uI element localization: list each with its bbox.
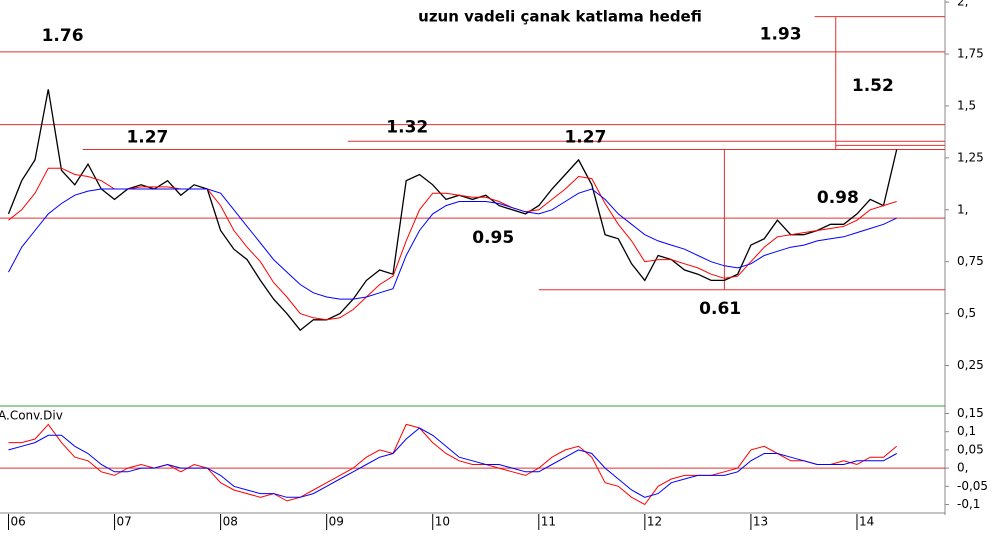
y-tick-label: 2, bbox=[957, 0, 968, 9]
series-line bbox=[8, 188, 897, 300]
annotation: 0.61 bbox=[699, 299, 741, 319]
x-tick-label: 14 bbox=[859, 515, 874, 529]
y-tick-label: 0,5 bbox=[957, 306, 976, 320]
x-tick-label: 11 bbox=[541, 515, 556, 529]
annotation: 1.27 bbox=[126, 128, 168, 148]
annotation: 1.76 bbox=[42, 26, 84, 46]
x-tick-label: 09 bbox=[329, 515, 344, 529]
y-tick-label: 0,75 bbox=[957, 254, 984, 268]
y-tick-label: 0, bbox=[957, 461, 968, 475]
x-tick-label: 13 bbox=[753, 515, 768, 529]
y-tick-label: 1,5 bbox=[957, 98, 976, 112]
annotation: 0.95 bbox=[472, 228, 514, 248]
chart-title: uzun vadeli çanak katlama hedefi bbox=[418, 8, 702, 26]
annotation: 1.27 bbox=[564, 128, 606, 148]
annotation: 1.32 bbox=[386, 117, 428, 137]
x-tick-label: 07 bbox=[117, 515, 132, 529]
y-tick-label: 0,1 bbox=[957, 424, 976, 438]
annotation: 1.93 bbox=[760, 25, 802, 45]
y-tick-label: 0,25 bbox=[957, 358, 984, 372]
y-tick-label: 1,75 bbox=[957, 47, 984, 61]
y-tick-label: 0,05 bbox=[957, 442, 984, 456]
panel-title: A.Conv.Div bbox=[0, 409, 63, 423]
y-tick-label: 1,25 bbox=[957, 150, 984, 164]
series-line bbox=[7, 89, 898, 332]
y-tick-label: 1, bbox=[957, 202, 968, 216]
x-tick-label: 12 bbox=[647, 515, 662, 529]
annotation: 1.52 bbox=[852, 76, 894, 96]
x-tick-label: 08 bbox=[223, 515, 238, 529]
y-tick-label: -0,1 bbox=[957, 497, 980, 511]
y-tick-label: 0,15 bbox=[957, 406, 984, 420]
x-tick-label: 06 bbox=[10, 515, 25, 529]
x-tick-label: 10 bbox=[435, 515, 450, 529]
annotation: 0.98 bbox=[817, 188, 859, 208]
series-line bbox=[8, 427, 897, 498]
y-tick-label: -0,05 bbox=[957, 479, 988, 493]
